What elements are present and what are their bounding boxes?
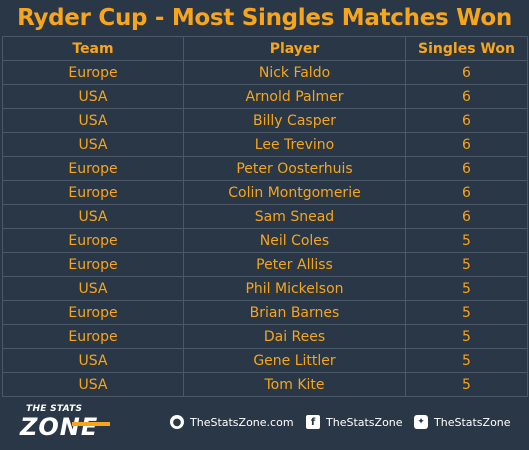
- table-row: Europe Brian Barnes 5: [2, 300, 528, 325]
- column-header-singles-won: Singles Won: [405, 36, 528, 61]
- table-row: USA Billy Casper 6: [2, 108, 528, 133]
- facebook-link[interactable]: f TheStatsZone: [306, 415, 403, 429]
- team-cell: Europe: [2, 228, 184, 253]
- team-cell: Europe: [2, 60, 184, 85]
- logo-main-text: ZONE: [20, 413, 99, 441]
- team-cell: Europe: [2, 324, 184, 349]
- player-cell: Sam Snead: [183, 204, 406, 229]
- singles-won-cell: 5: [405, 228, 528, 253]
- singles-won-cell: 6: [405, 60, 528, 85]
- player-cell: Peter Oosterhuis: [183, 156, 406, 181]
- singles-won-cell: 5: [405, 372, 528, 397]
- singles-won-cell: 6: [405, 180, 528, 205]
- team-cell: Europe: [2, 156, 184, 181]
- table-body: Europe Nick Faldo 6 USA Arnold Palmer 6 USA Bil…: [2, 60, 528, 397]
- player-cell: Brian Barnes: [183, 300, 406, 325]
- table-row: USA Gene Littler 5: [2, 348, 528, 373]
- singles-won-cell: 6: [405, 156, 528, 181]
- singles-won-cell: 5: [405, 276, 528, 301]
- table-row: Europe Peter Alliss 5: [2, 252, 528, 277]
- player-cell: Peter Alliss: [183, 252, 406, 277]
- stats-zone-logo: THE STATS ZONE: [18, 402, 118, 444]
- facebook-icon: f: [306, 415, 320, 429]
- table-row: USA Tom Kite 5: [2, 372, 528, 397]
- team-cell: USA: [2, 84, 184, 109]
- player-cell: Billy Casper: [183, 108, 406, 133]
- team-cell: Europe: [2, 252, 184, 277]
- player-cell: Phil Mickelson: [183, 276, 406, 301]
- singles-won-cell: 5: [405, 252, 528, 277]
- player-cell: Lee Trevino: [183, 132, 406, 157]
- player-cell: Nick Faldo: [183, 60, 406, 85]
- twitter-link[interactable]: ✦ TheStatsZone: [414, 415, 511, 429]
- player-cell: Dai Rees: [183, 324, 406, 349]
- singles-won-cell: 6: [405, 108, 528, 133]
- table-row: Europe Colin Montgomerie 6: [2, 180, 528, 205]
- footer: THE STATS ZONE ● TheStatsZone.com f TheS…: [0, 396, 529, 450]
- singles-won-cell: 6: [405, 132, 528, 157]
- player-cell: Tom Kite: [183, 372, 406, 397]
- team-cell: Europe: [2, 180, 184, 205]
- table-row: Europe Peter Oosterhuis 6: [2, 156, 528, 181]
- table-row: USA Lee Trevino 6: [2, 132, 528, 157]
- table-header-row: Team Player Singles Won: [2, 36, 528, 61]
- column-header-team: Team: [2, 36, 184, 61]
- table-row: USA Arnold Palmer 6: [2, 84, 528, 109]
- logo-top-text: THE STATS: [26, 404, 83, 414]
- globe-icon: ●: [170, 415, 184, 429]
- player-cell: Colin Montgomerie: [183, 180, 406, 205]
- table-row: Europe Dai Rees 5: [2, 324, 528, 349]
- team-cell: USA: [2, 372, 184, 397]
- singles-won-cell: 6: [405, 204, 528, 229]
- singles-won-cell: 5: [405, 300, 528, 325]
- team-cell: USA: [2, 108, 184, 133]
- singles-won-cell: 6: [405, 84, 528, 109]
- table-row: USA Sam Snead 6: [2, 204, 528, 229]
- twitter-icon: ✦: [414, 415, 428, 429]
- singles-won-cell: 5: [405, 324, 528, 349]
- table-row: USA Phil Mickelson 5: [2, 276, 528, 301]
- singles-table: Team Player Singles Won Europe Nick Faldo…: [2, 36, 528, 397]
- website-label: TheStatsZone.com: [190, 415, 294, 429]
- website-link[interactable]: ● TheStatsZone.com: [170, 415, 294, 429]
- table-row: Europe Neil Coles 5: [2, 228, 528, 253]
- player-cell: Arnold Palmer: [183, 84, 406, 109]
- team-cell: USA: [2, 204, 184, 229]
- column-header-player: Player: [183, 36, 406, 61]
- team-cell: Europe: [2, 300, 184, 325]
- team-cell: USA: [2, 348, 184, 373]
- page-title: Ryder Cup - Most Singles Matches Won: [17, 5, 512, 31]
- table-row: Europe Nick Faldo 6: [2, 60, 528, 85]
- player-cell: Gene Littler: [183, 348, 406, 373]
- facebook-label: TheStatsZone: [326, 415, 403, 429]
- player-cell: Neil Coles: [183, 228, 406, 253]
- team-cell: USA: [2, 132, 184, 157]
- twitter-label: TheStatsZone: [434, 415, 511, 429]
- logo-accent-bar: [72, 422, 110, 426]
- singles-won-cell: 5: [405, 348, 528, 373]
- team-cell: USA: [2, 276, 184, 301]
